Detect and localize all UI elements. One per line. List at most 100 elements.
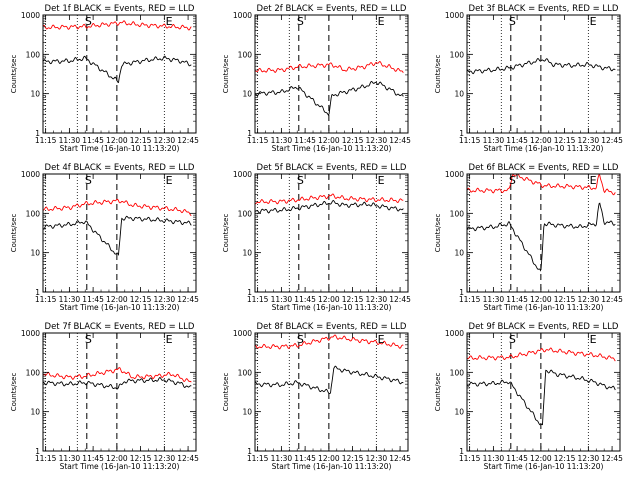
x-axis-label: Start Time (16-Jan-10 11:13:20) xyxy=(60,144,180,153)
panel-frame xyxy=(254,14,409,134)
y-tick-label: 1000 xyxy=(233,11,252,20)
y-tick-label: 100 xyxy=(450,50,465,59)
y-axis-label: Counts/sec xyxy=(222,214,230,253)
panel-frame xyxy=(466,14,621,134)
y-tick-label: 100 xyxy=(450,209,465,218)
series-line xyxy=(43,215,192,256)
panel-title: Det 3f BLACK = Events, RED = LLD xyxy=(469,4,619,14)
reference-lines xyxy=(45,333,165,451)
x-tick-label: 12:00 xyxy=(318,454,340,463)
series-group xyxy=(43,367,192,390)
y-tick-label: 1000 xyxy=(21,329,40,338)
x-tick-label: 12:15 xyxy=(342,295,364,304)
series-line xyxy=(43,55,192,84)
x-axis-label: Start Time (16-Jan-10 11:13:20) xyxy=(272,303,392,312)
x-tick-label: 11:30 xyxy=(483,454,505,463)
end-marker-label: E xyxy=(378,333,385,346)
start-marker-label: S xyxy=(509,333,516,346)
y-tick-label: 100 xyxy=(238,368,253,377)
x-tick-label: 12:15 xyxy=(342,454,364,463)
y-tick-label: 10 xyxy=(30,249,40,258)
panel-frame xyxy=(42,173,197,293)
x-axis-label: Start Time (16-Jan-10 11:13:20) xyxy=(484,303,604,312)
x-tick-label: 11:30 xyxy=(271,136,293,145)
x-tick-label: 12:30 xyxy=(366,136,388,145)
y-tick-label: 1000 xyxy=(233,170,252,179)
series-line xyxy=(255,80,404,117)
series-line xyxy=(467,347,616,362)
panel-title: Det 5f BLACK = Events, RED = LLD xyxy=(257,163,407,173)
x-tick-label: 12:30 xyxy=(154,454,176,463)
start-marker-label: S xyxy=(85,174,92,187)
x-tick-label: 11:15 xyxy=(35,295,57,304)
reference-lines xyxy=(469,174,589,292)
x-tick-label: 12:15 xyxy=(554,295,576,304)
panel-frame xyxy=(466,173,621,293)
end-marker-label: E xyxy=(166,174,173,187)
y-axis-label: Counts/sec xyxy=(434,55,442,94)
panel-title: Det 2f BLACK = Events, RED = LLD xyxy=(257,4,407,14)
x-tick-label: 12:00 xyxy=(530,295,552,304)
y-axis-label: Counts/sec xyxy=(222,373,230,412)
series-line xyxy=(255,365,404,395)
y-tick-label: 1 xyxy=(35,288,40,297)
x-tick-label: 11:30 xyxy=(59,454,81,463)
x-tick-label: 11:45 xyxy=(506,454,528,463)
x-tick-label: 12:45 xyxy=(177,454,199,463)
reference-lines xyxy=(469,15,589,133)
x-tick-label: 12:00 xyxy=(318,136,340,145)
y-tick-label: 100 xyxy=(238,50,253,59)
x-tick-label: 12:15 xyxy=(130,295,152,304)
panel-title: Det 4f BLACK = Events, RED = LLD xyxy=(45,163,195,173)
series-group xyxy=(43,20,192,84)
series-group xyxy=(467,174,616,272)
y-tick-label: 100 xyxy=(26,50,41,59)
x-tick-label: 12:00 xyxy=(106,295,128,304)
series-line xyxy=(467,57,616,75)
x-tick-label: 11:30 xyxy=(271,454,293,463)
x-tick-label: 12:00 xyxy=(530,454,552,463)
x-tick-label: 12:45 xyxy=(177,136,199,145)
series-line xyxy=(255,199,404,214)
end-marker-label: E xyxy=(166,15,173,28)
x-tick-label: 12:00 xyxy=(106,136,128,145)
x-tick-label: 11:45 xyxy=(82,454,104,463)
x-axis-label: Start Time (16-Jan-10 11:13:20) xyxy=(272,462,392,471)
x-tick-label: 11:30 xyxy=(59,136,81,145)
start-marker-label: S xyxy=(509,174,516,187)
y-tick-label: 1000 xyxy=(21,170,40,179)
end-marker-label: E xyxy=(590,15,597,28)
x-tick-label: 12:15 xyxy=(554,136,576,145)
x-tick-label: 11:15 xyxy=(35,454,57,463)
panel-frame xyxy=(466,332,621,452)
series-line xyxy=(255,60,404,74)
x-tick-label: 11:30 xyxy=(483,295,505,304)
x-axis-label: Start Time (16-Jan-10 11:13:20) xyxy=(484,462,604,471)
x-tick-label: 11:15 xyxy=(247,454,269,463)
end-marker-label: E xyxy=(166,333,173,346)
panel-title: Det 6f BLACK = Events, RED = LLD xyxy=(469,163,619,173)
y-tick-label: 1 xyxy=(459,447,464,456)
series-line xyxy=(255,193,404,205)
x-tick-label: 11:30 xyxy=(483,136,505,145)
panel-frame xyxy=(254,332,409,452)
x-axis-label: Start Time (16-Jan-10 11:13:20) xyxy=(484,144,604,153)
y-tick-label: 10 xyxy=(454,90,464,99)
reference-lines xyxy=(257,333,377,451)
x-tick-label: 11:15 xyxy=(247,295,269,304)
start-marker-label: S xyxy=(297,174,304,187)
y-axis-label: Counts/sec xyxy=(10,55,18,94)
x-tick-label: 11:15 xyxy=(459,454,481,463)
x-tick-label: 11:45 xyxy=(82,136,104,145)
x-axis-label: Start Time (16-Jan-10 11:13:20) xyxy=(272,144,392,153)
y-tick-label: 10 xyxy=(30,90,40,99)
y-tick-label: 1000 xyxy=(445,11,464,20)
x-tick-label: 11:45 xyxy=(506,136,528,145)
